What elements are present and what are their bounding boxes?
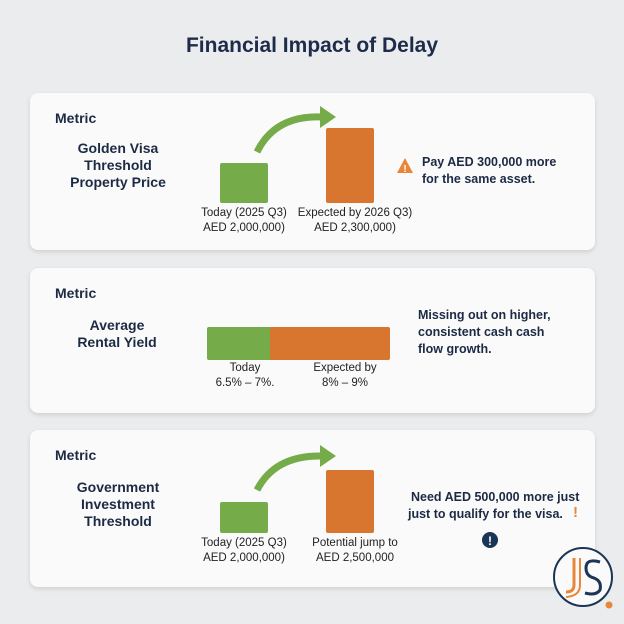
label-line: Property Price — [70, 174, 166, 190]
impact-note: Missing out on higher, consistent cash ca… — [418, 307, 551, 358]
svg-text:!: ! — [403, 164, 406, 175]
bar-caption-expected: Expected by 2026 Q3) AED 2,300,000) — [290, 206, 420, 236]
exclamation-mark-icon: ! — [573, 504, 578, 521]
note-line: for the same asset. — [422, 172, 536, 186]
growth-arrow — [253, 452, 323, 492]
caption-line: Today (2025 Q3) — [201, 537, 287, 549]
growth-arrowhead — [320, 445, 336, 467]
label-line: Investment — [81, 496, 155, 512]
page-title: Financial Impact of Delay — [185, 34, 439, 57]
caption-line: AED 2,000,000) — [203, 222, 285, 234]
metric-label: Average Rental Yield — [52, 317, 182, 351]
caption-line: 6.5% – 7%. — [215, 377, 275, 389]
bar-caption-today: Today 6.5% – 7%. — [205, 361, 285, 391]
bar-expected — [270, 327, 390, 360]
svg-text:!: ! — [488, 534, 492, 548]
caption-line: Today (2025 Q3) — [201, 207, 287, 219]
metric-label: Golden Visa Threshold Property Price — [53, 140, 183, 191]
caption-line: Today — [229, 362, 261, 374]
label-line: Average — [89, 317, 145, 333]
note-line: Pay AED 300,000 more — [422, 155, 557, 169]
bar-today — [220, 163, 268, 203]
bar-expected — [326, 470, 374, 533]
caption-line: 8% – 9% — [321, 377, 369, 389]
caption-line: AED 2,300,000) — [314, 222, 396, 234]
bar-today — [207, 327, 270, 360]
caption-line: AED 2,000,000) — [203, 552, 285, 564]
caption-line: Potential jump to — [312, 537, 398, 549]
note-line: flow growth. — [418, 342, 492, 356]
label-line: Threshold — [84, 513, 152, 529]
metric-label: Government Investment Threshold — [53, 479, 183, 530]
bar-caption-expected: Expected by 8% – 9% — [305, 361, 385, 391]
label-line: Golden Visa — [77, 140, 159, 156]
note-line: Need AED 500,000 more just — [411, 490, 580, 504]
note-line: Missing out on higher, — [418, 308, 551, 322]
caption-line: Expected by 2026 Q3) — [297, 207, 413, 219]
bar-expected — [326, 128, 374, 203]
warning-icon: ! — [397, 158, 413, 175]
exclamation-icon: ! — [482, 532, 498, 548]
metric-heading: Metric — [55, 285, 97, 301]
caption-line: AED 2,500,000 — [315, 552, 394, 564]
js-logo — [553, 547, 613, 609]
label-line: Government — [76, 479, 160, 495]
impact-note: Pay AED 300,000 more for the same asset. — [422, 154, 556, 188]
bar-caption-expected: Potential jump to AED 2,500,000 — [295, 536, 415, 566]
metric-heading: Metric — [55, 447, 97, 463]
label-line: Threshold — [84, 157, 152, 173]
note-line: consistent cash cash — [418, 325, 545, 339]
note-line: just to qualify for the visa. — [408, 507, 563, 521]
metric-heading: Metric — [55, 110, 97, 126]
label-line: Rental Yield — [77, 334, 157, 350]
growth-arrow — [253, 113, 323, 154]
growth-arrowhead — [320, 106, 336, 128]
caption-line: Expected by — [313, 362, 377, 374]
bar-caption-today: Today (2025 Q3) AED 2,000,000) — [184, 536, 304, 566]
bar-today — [220, 502, 268, 533]
impact-note: Need AED 500,000 more just just to qualif… — [408, 489, 579, 523]
bar-caption-today: Today (2025 Q3) AED 2,000,000) — [184, 206, 304, 236]
